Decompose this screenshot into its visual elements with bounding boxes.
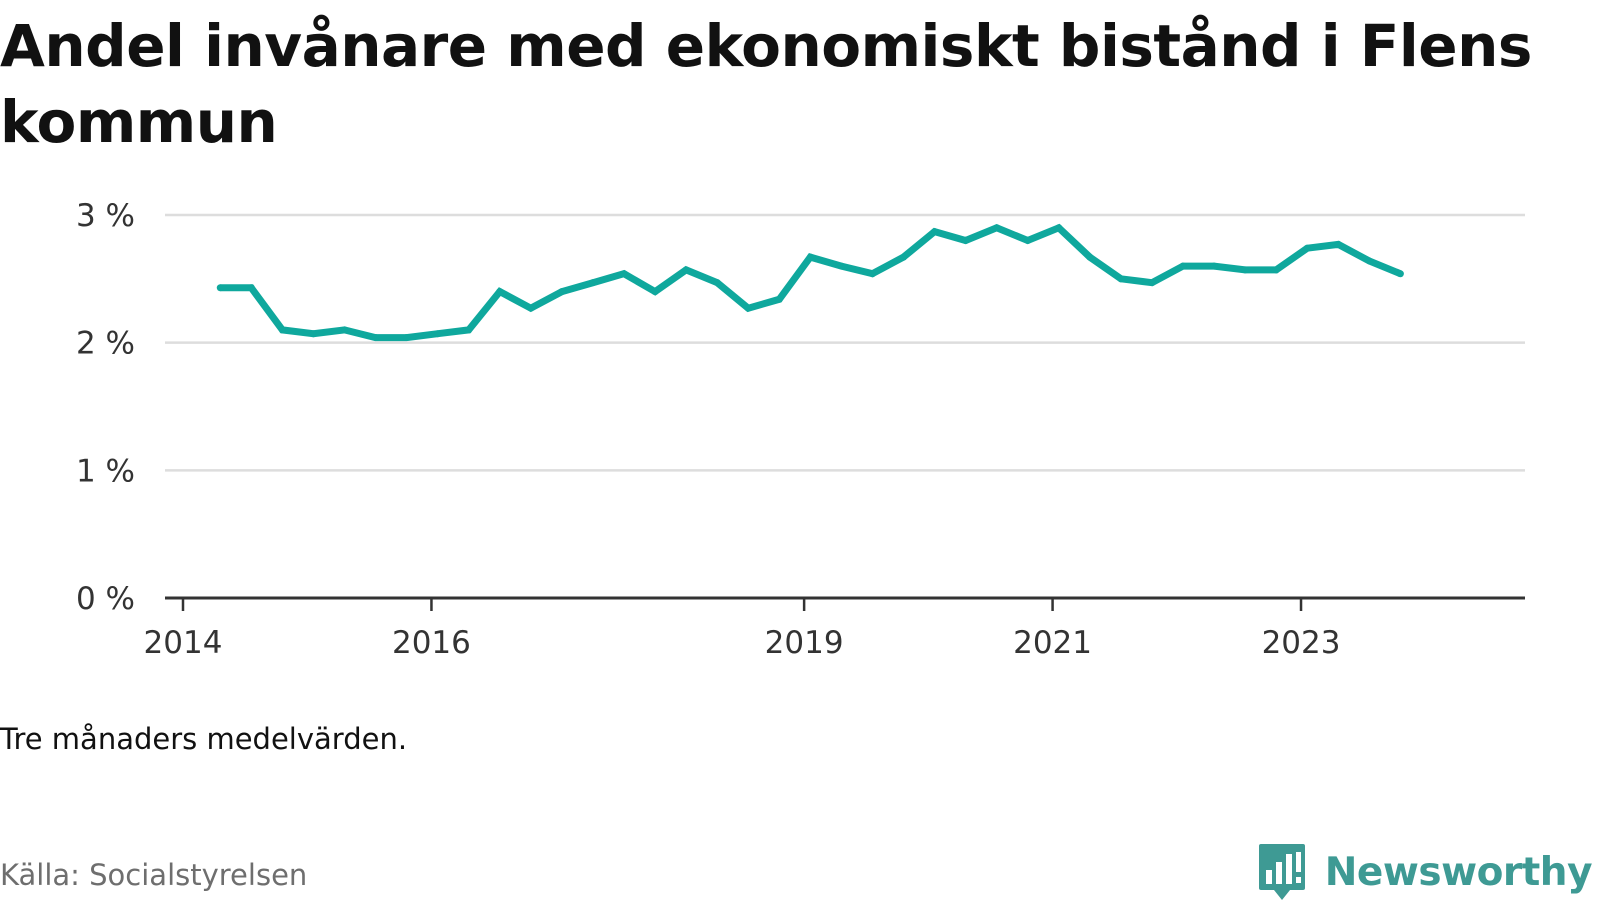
line-chart: 0 % 1 % 2 % 3 % 2014 2016 2019 2021 2023 bbox=[76, 198, 1525, 661]
x-tick-label: 2019 bbox=[765, 625, 844, 661]
data-point bbox=[1303, 244, 1311, 252]
data-point bbox=[1272, 266, 1280, 274]
x-tick-label: 2014 bbox=[144, 625, 223, 661]
newsworthy-logo-icon bbox=[1258, 844, 1305, 900]
x-tick-label: 2016 bbox=[392, 625, 471, 661]
data-point bbox=[1117, 275, 1125, 283]
data-point bbox=[1334, 240, 1342, 248]
data-point bbox=[1055, 224, 1063, 232]
data-point bbox=[558, 288, 566, 296]
data-point bbox=[682, 266, 690, 274]
data-point bbox=[1396, 270, 1404, 278]
data-point bbox=[806, 253, 814, 261]
data-point bbox=[1148, 279, 1156, 287]
source-credit: Källa: Socialstyrelsen bbox=[0, 858, 308, 892]
data-point bbox=[1241, 266, 1249, 274]
data-point bbox=[837, 262, 845, 270]
data-point bbox=[620, 270, 628, 278]
data-point bbox=[465, 326, 473, 334]
chart-title: Andel invånare med ekonomiskt bistånd i … bbox=[0, 12, 1532, 156]
data-point bbox=[1179, 262, 1187, 270]
series-line bbox=[220, 223, 1402, 342]
data-point bbox=[403, 334, 411, 342]
data-point bbox=[589, 279, 597, 287]
newsworthy-logo[interactable]: Newsworthy bbox=[1257, 840, 1593, 904]
series-layer bbox=[216, 223, 1404, 342]
data-point bbox=[775, 295, 783, 303]
y-tick-label: 2 % bbox=[76, 326, 135, 362]
y-axis-tick-labels: 0 % 1 % 2 % 3 % bbox=[76, 198, 135, 617]
y-tick-label: 1 % bbox=[76, 453, 135, 489]
data-point bbox=[868, 270, 876, 278]
data-point bbox=[744, 304, 752, 312]
data-point bbox=[496, 288, 504, 296]
x-axis: 2014 2016 2019 2021 2023 bbox=[144, 596, 1525, 661]
gridlines bbox=[165, 213, 1525, 472]
data-point bbox=[527, 304, 535, 312]
data-point bbox=[1024, 237, 1032, 245]
data-point bbox=[1365, 257, 1373, 265]
data-point bbox=[1086, 253, 1094, 261]
data-point bbox=[931, 228, 939, 236]
y-tick-label: 0 % bbox=[76, 581, 135, 617]
data-point bbox=[962, 237, 970, 245]
data-point bbox=[434, 330, 442, 338]
data-point bbox=[216, 284, 224, 292]
brand-name: Newsworthy bbox=[1324, 849, 1593, 895]
x-tick-label: 2021 bbox=[1013, 625, 1092, 661]
data-point bbox=[340, 326, 348, 334]
chart-note: Tre månaders medelvärden. bbox=[0, 722, 408, 756]
data-point bbox=[900, 253, 908, 261]
data-point bbox=[651, 288, 659, 296]
y-tick-label: 3 % bbox=[76, 198, 135, 234]
data-point bbox=[309, 330, 317, 338]
x-tick-label: 2023 bbox=[1262, 625, 1341, 661]
data-point bbox=[247, 284, 255, 292]
data-point bbox=[993, 224, 1001, 232]
data-point bbox=[278, 326, 286, 334]
data-point bbox=[372, 334, 380, 342]
data-point bbox=[1210, 262, 1218, 270]
data-point bbox=[713, 279, 721, 287]
